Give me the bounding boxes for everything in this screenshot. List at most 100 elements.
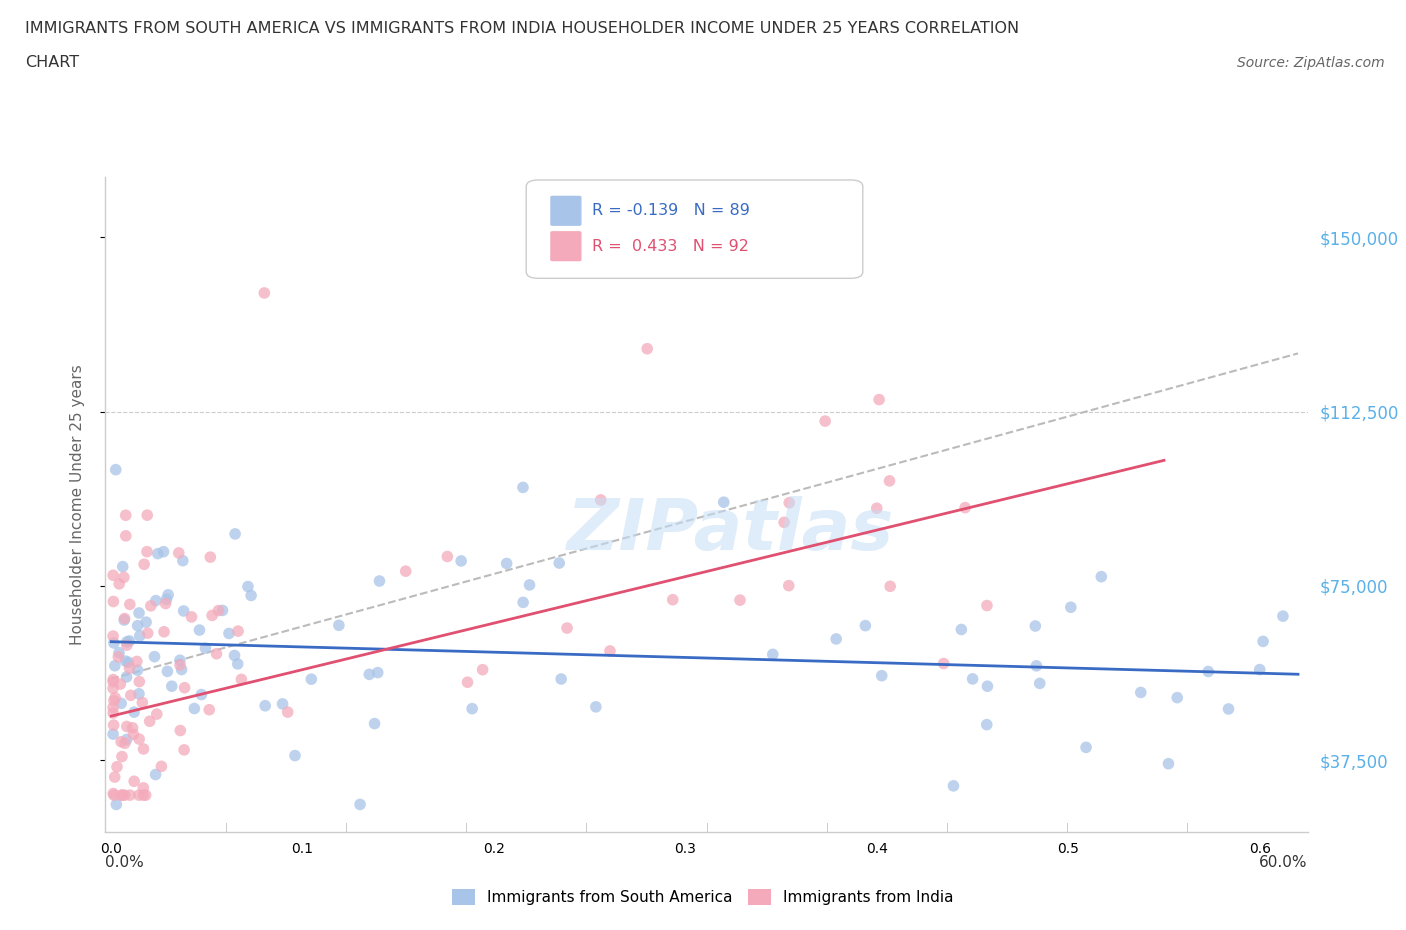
Point	[114, 654, 136, 669]
Point	[224, 648, 246, 663]
Point	[110, 696, 132, 711]
Point	[367, 665, 389, 680]
Point	[778, 578, 800, 593]
Point	[773, 515, 796, 530]
Text: 0.0%: 0.0%	[105, 855, 145, 870]
Point	[108, 645, 131, 660]
Point	[1166, 690, 1188, 705]
Point	[125, 654, 148, 669]
Point	[122, 774, 145, 789]
Point	[110, 735, 132, 750]
Point	[104, 690, 127, 705]
Point	[1197, 664, 1219, 679]
Point	[180, 609, 202, 624]
Point	[128, 674, 150, 689]
Point	[101, 726, 124, 741]
Point	[450, 553, 472, 568]
Point	[104, 770, 127, 785]
Point	[512, 480, 534, 495]
Point	[152, 544, 174, 559]
Point	[870, 669, 893, 684]
Point	[146, 546, 169, 561]
Point	[128, 732, 150, 747]
Point	[169, 723, 191, 737]
Point	[932, 656, 955, 671]
Point	[156, 664, 179, 679]
Point	[1029, 676, 1052, 691]
Point	[226, 657, 249, 671]
Point	[879, 578, 901, 593]
Point	[585, 699, 607, 714]
Point	[167, 546, 190, 561]
Point	[136, 626, 159, 641]
Point	[103, 786, 125, 801]
Point	[132, 780, 155, 795]
Point	[101, 700, 124, 715]
Point	[172, 553, 194, 568]
Point	[825, 631, 848, 646]
Point	[145, 593, 167, 608]
FancyBboxPatch shape	[550, 195, 582, 226]
Point	[236, 579, 259, 594]
Point	[118, 660, 141, 675]
Text: R =  0.433   N = 92: R = 0.433 N = 92	[592, 239, 749, 254]
Point	[115, 670, 138, 684]
Point	[599, 644, 621, 658]
Text: IMMIGRANTS FROM SOUTH AMERICA VS IMMIGRANTS FROM INDIA HOUSEHOLDER INCOME UNDER : IMMIGRANTS FROM SOUTH AMERICA VS IMMIGRA…	[25, 20, 1019, 35]
Point	[1074, 740, 1097, 755]
Point	[145, 767, 167, 782]
Point	[128, 605, 150, 620]
Point	[127, 618, 149, 633]
Point	[104, 658, 127, 673]
Point	[1249, 662, 1271, 677]
Point	[134, 557, 156, 572]
Point	[205, 646, 228, 661]
Point	[138, 714, 160, 729]
Point	[661, 592, 683, 607]
Point	[122, 727, 145, 742]
Point	[277, 705, 299, 720]
Point	[762, 647, 785, 662]
Point	[368, 574, 391, 589]
Point	[112, 570, 135, 585]
Point	[1218, 701, 1240, 716]
Point	[128, 788, 150, 803]
Point	[131, 695, 153, 710]
Point	[950, 622, 973, 637]
Point	[200, 550, 222, 565]
Point	[115, 732, 138, 747]
Point	[103, 693, 125, 708]
Point	[173, 604, 195, 618]
Point	[240, 588, 263, 603]
Point	[139, 598, 162, 613]
Point	[471, 662, 494, 677]
Point	[111, 559, 134, 574]
Point	[879, 473, 901, 488]
Point	[226, 624, 249, 639]
Point	[328, 618, 350, 632]
Point	[457, 675, 479, 690]
Point	[122, 705, 145, 720]
Point	[866, 500, 889, 515]
Point	[121, 721, 143, 736]
Point	[299, 671, 322, 686]
Point	[108, 577, 131, 591]
Point	[103, 635, 125, 650]
Point	[136, 544, 159, 559]
Legend: Immigrants from South America, Immigrants from India: Immigrants from South America, Immigrant…	[446, 883, 960, 911]
Point	[103, 718, 125, 733]
Text: Source: ZipAtlas.com: Source: ZipAtlas.com	[1237, 56, 1385, 70]
Point	[201, 608, 224, 623]
Point	[183, 701, 205, 716]
Point	[284, 748, 307, 763]
Point	[104, 462, 127, 477]
Point	[495, 556, 517, 571]
Point	[103, 594, 125, 609]
Point	[271, 697, 294, 711]
Point	[157, 588, 180, 603]
Point	[363, 716, 385, 731]
Point	[395, 564, 418, 578]
Point	[814, 414, 837, 429]
Point	[105, 759, 128, 774]
Point	[962, 671, 984, 686]
